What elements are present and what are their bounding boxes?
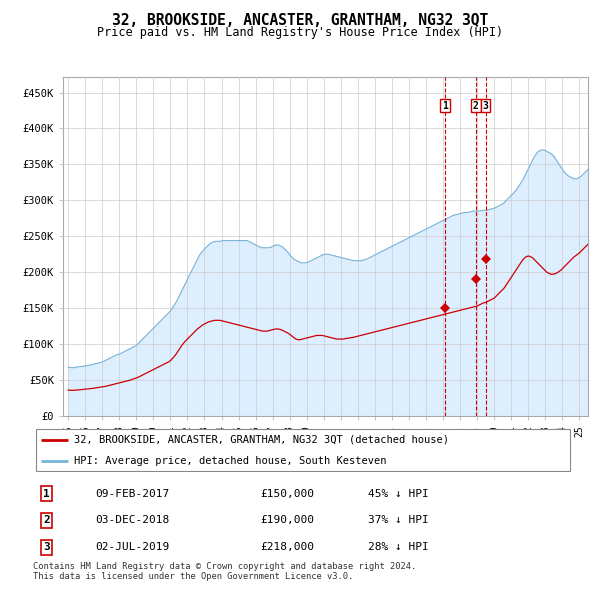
Text: £190,000: £190,000	[260, 515, 314, 525]
Text: 2: 2	[473, 100, 479, 110]
Text: 03-DEC-2018: 03-DEC-2018	[95, 515, 169, 525]
Text: 45% ↓ HPI: 45% ↓ HPI	[368, 489, 428, 499]
Text: 3: 3	[43, 542, 50, 552]
Text: 09-FEB-2017: 09-FEB-2017	[95, 489, 169, 499]
Text: 32, BROOKSIDE, ANCASTER, GRANTHAM, NG32 3QT (detached house): 32, BROOKSIDE, ANCASTER, GRANTHAM, NG32 …	[74, 435, 449, 445]
Text: 37% ↓ HPI: 37% ↓ HPI	[368, 515, 428, 525]
Text: Contains HM Land Registry data © Crown copyright and database right 2024.
This d: Contains HM Land Registry data © Crown c…	[33, 562, 416, 581]
Text: 3: 3	[483, 100, 488, 110]
Text: £150,000: £150,000	[260, 489, 314, 499]
Text: Price paid vs. HM Land Registry's House Price Index (HPI): Price paid vs. HM Land Registry's House …	[97, 26, 503, 39]
FancyBboxPatch shape	[36, 428, 570, 471]
Text: £218,000: £218,000	[260, 542, 314, 552]
Text: 28% ↓ HPI: 28% ↓ HPI	[368, 542, 428, 552]
Text: 32, BROOKSIDE, ANCASTER, GRANTHAM, NG32 3QT: 32, BROOKSIDE, ANCASTER, GRANTHAM, NG32 …	[112, 13, 488, 28]
Text: HPI: Average price, detached house, South Kesteven: HPI: Average price, detached house, Sout…	[74, 456, 386, 466]
Text: 02-JUL-2019: 02-JUL-2019	[95, 542, 169, 552]
Text: 1: 1	[43, 489, 50, 499]
Text: 2: 2	[43, 515, 50, 525]
Text: 1: 1	[442, 100, 448, 110]
